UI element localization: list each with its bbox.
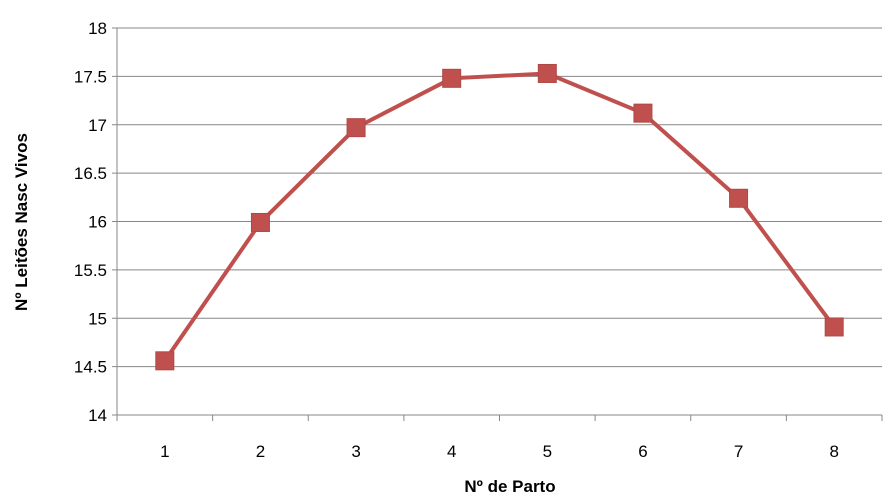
x-tick-label: 2 <box>256 442 265 461</box>
data-point <box>633 103 653 123</box>
x-tick-label: 3 <box>351 442 360 461</box>
y-tick-label: 17 <box>88 116 107 135</box>
y-tick-label: 16.5 <box>74 164 107 183</box>
y-tick-label: 18 <box>88 19 107 38</box>
gridlines <box>112 27 882 416</box>
data-point <box>250 212 270 232</box>
y-tick-label: 15.5 <box>74 261 107 280</box>
y-tick-label: 14 <box>88 406 107 425</box>
data-point <box>442 68 462 88</box>
x-tick-label: 5 <box>543 442 552 461</box>
x-tick-labels: 1 2 3 4 5 6 7 8 <box>160 442 839 461</box>
data-point <box>155 351 175 371</box>
y-tick-label: 16 <box>88 213 107 232</box>
y-axis-title: Nº Leitões Nasc Vivos <box>12 133 31 311</box>
y-tick-label: 14.5 <box>74 358 107 377</box>
series-line <box>163 71 836 362</box>
x-tick-label: 7 <box>734 442 743 461</box>
data-point <box>346 118 366 138</box>
x-tick-label: 4 <box>447 442 456 461</box>
y-tick-labels: 14 14.5 15 15.5 16 16.5 17 17.5 18 <box>74 19 107 425</box>
x-tick-label: 8 <box>829 442 838 461</box>
axes <box>116 28 883 421</box>
x-axis-title: Nº de Parto <box>464 477 555 496</box>
y-tick-label: 17.5 <box>74 67 107 86</box>
data-point <box>729 188 749 208</box>
x-tick-label: 6 <box>638 442 647 461</box>
data-point <box>537 63 557 83</box>
x-tick-label: 1 <box>160 442 169 461</box>
y-tick-label: 15 <box>88 309 107 328</box>
data-point <box>824 317 844 337</box>
series-group <box>155 63 844 371</box>
